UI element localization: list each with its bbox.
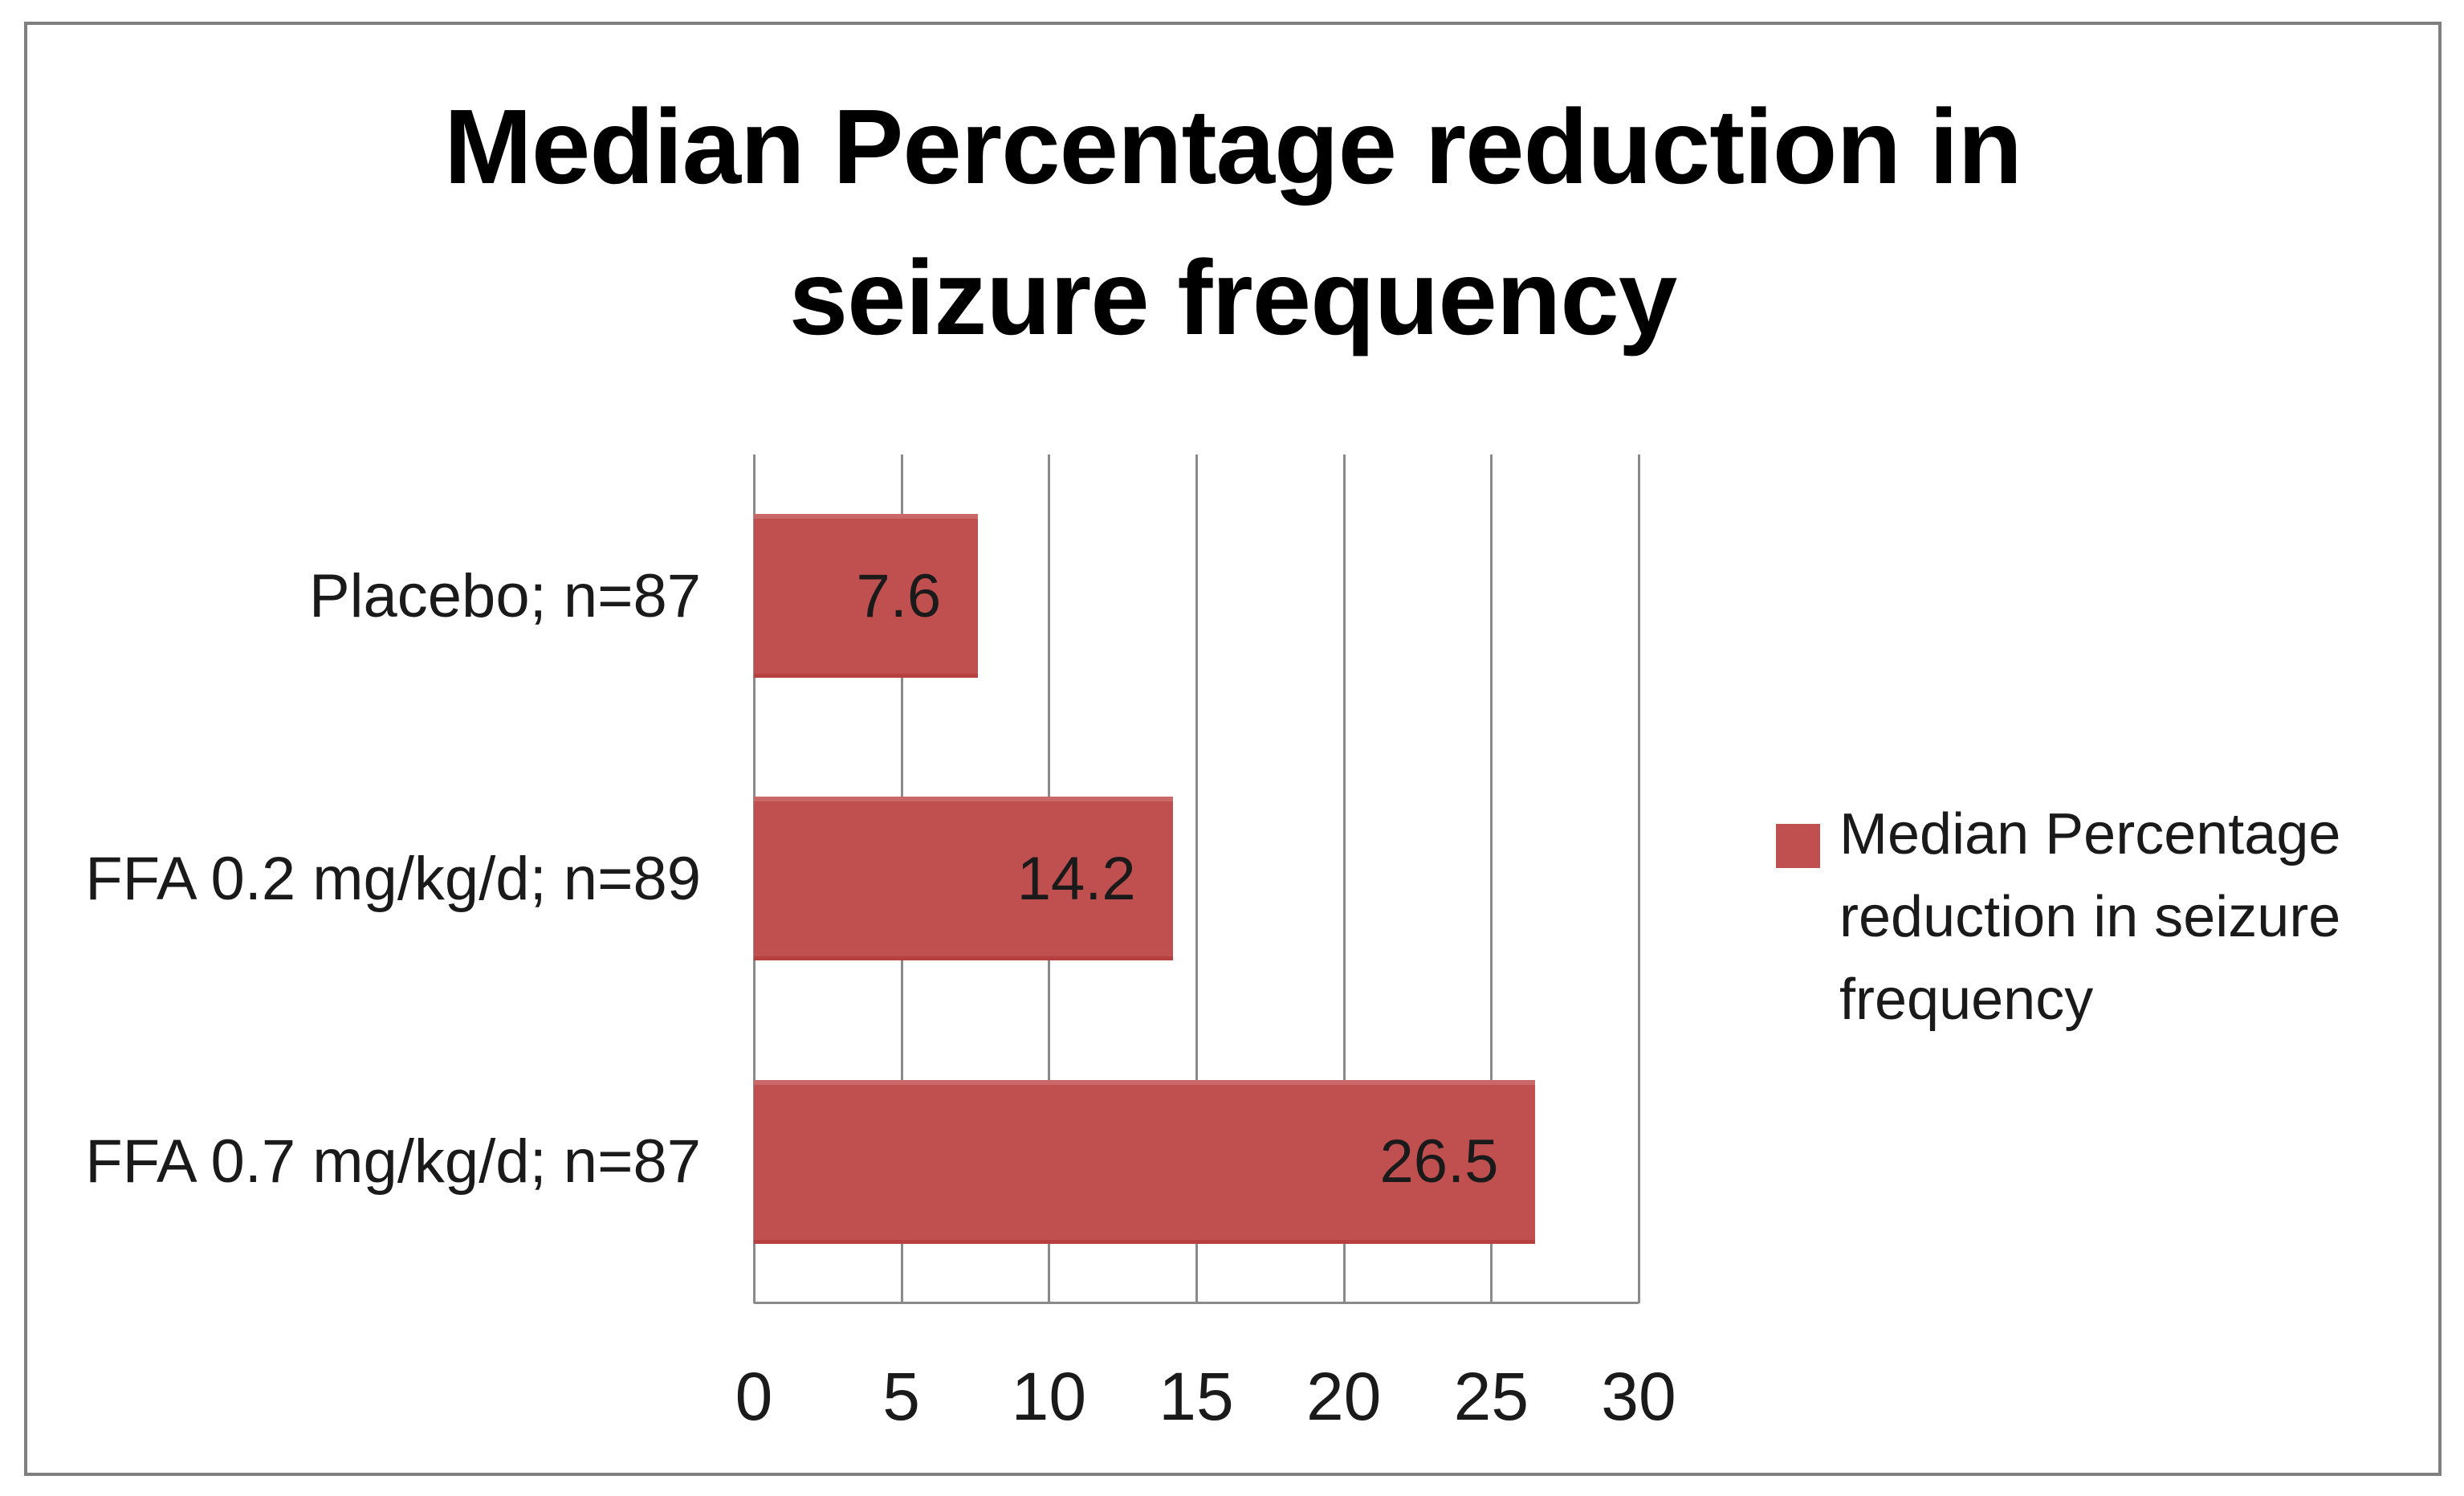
bar-1: 7.6	[754, 514, 979, 679]
x-tick-label-5: 5	[882, 1359, 921, 1434]
x-tick-label-0: 0	[735, 1359, 773, 1434]
bar-series: 7.6 14.2 26.5	[754, 455, 1639, 1303]
category-label: FFA 0.2 mg/kg/d; n=89	[85, 844, 701, 913]
category-label: Placebo; n=87	[308, 561, 701, 630]
legend-color-swatch	[1776, 824, 1820, 868]
gridline-x-15	[1195, 455, 1198, 1303]
x-tick-label-10: 10	[1011, 1359, 1087, 1434]
x-tick-label-20: 20	[1305, 1359, 1382, 1434]
bar-data-label: 7.6	[856, 561, 942, 630]
chart-figure: Median Percentage reduction in seizure f…	[24, 22, 2442, 1476]
bar-row: 26.5	[754, 1021, 1639, 1303]
legend-label: Median Percentage reduction in seizure f…	[1839, 802, 2341, 1032]
bar-data-label: 14.2	[1016, 844, 1136, 913]
x-axis-line	[754, 1302, 1639, 1304]
bar-data-label: 26.5	[1379, 1127, 1499, 1196]
bar-row: 7.6	[754, 455, 1639, 737]
x-tick-label-15: 15	[1159, 1359, 1234, 1434]
category-label: FFA 0.7 mg/kg/d; n=87	[85, 1127, 701, 1196]
gridline-x-25	[1490, 455, 1493, 1303]
plot-area: 7.6 14.2 26.5	[753, 455, 1640, 1304]
gridline-x-20	[1342, 455, 1346, 1303]
x-tick-label-25: 25	[1453, 1359, 1529, 1434]
legend: Median Percentage reduction in seizure f…	[1776, 793, 2361, 1041]
gridline-x-30	[1638, 455, 1640, 1303]
bar-2: 14.2	[754, 797, 1173, 961]
y-axis-category-labels: Placebo; n=87 FFA 0.2 mg/kg/d; n=89 FFA 0.…	[30, 455, 720, 1303]
x-axis-tick-labels: 0 5 10 15 20 25 30	[735, 1359, 1676, 1443]
x-tick-label-30: 30	[1601, 1359, 1676, 1434]
bar-3: 26.5	[754, 1079, 1536, 1244]
chart-title: Median Percentage reduction in seizure f…	[443, 88, 2022, 357]
bar-row: 14.2	[754, 737, 1639, 1020]
